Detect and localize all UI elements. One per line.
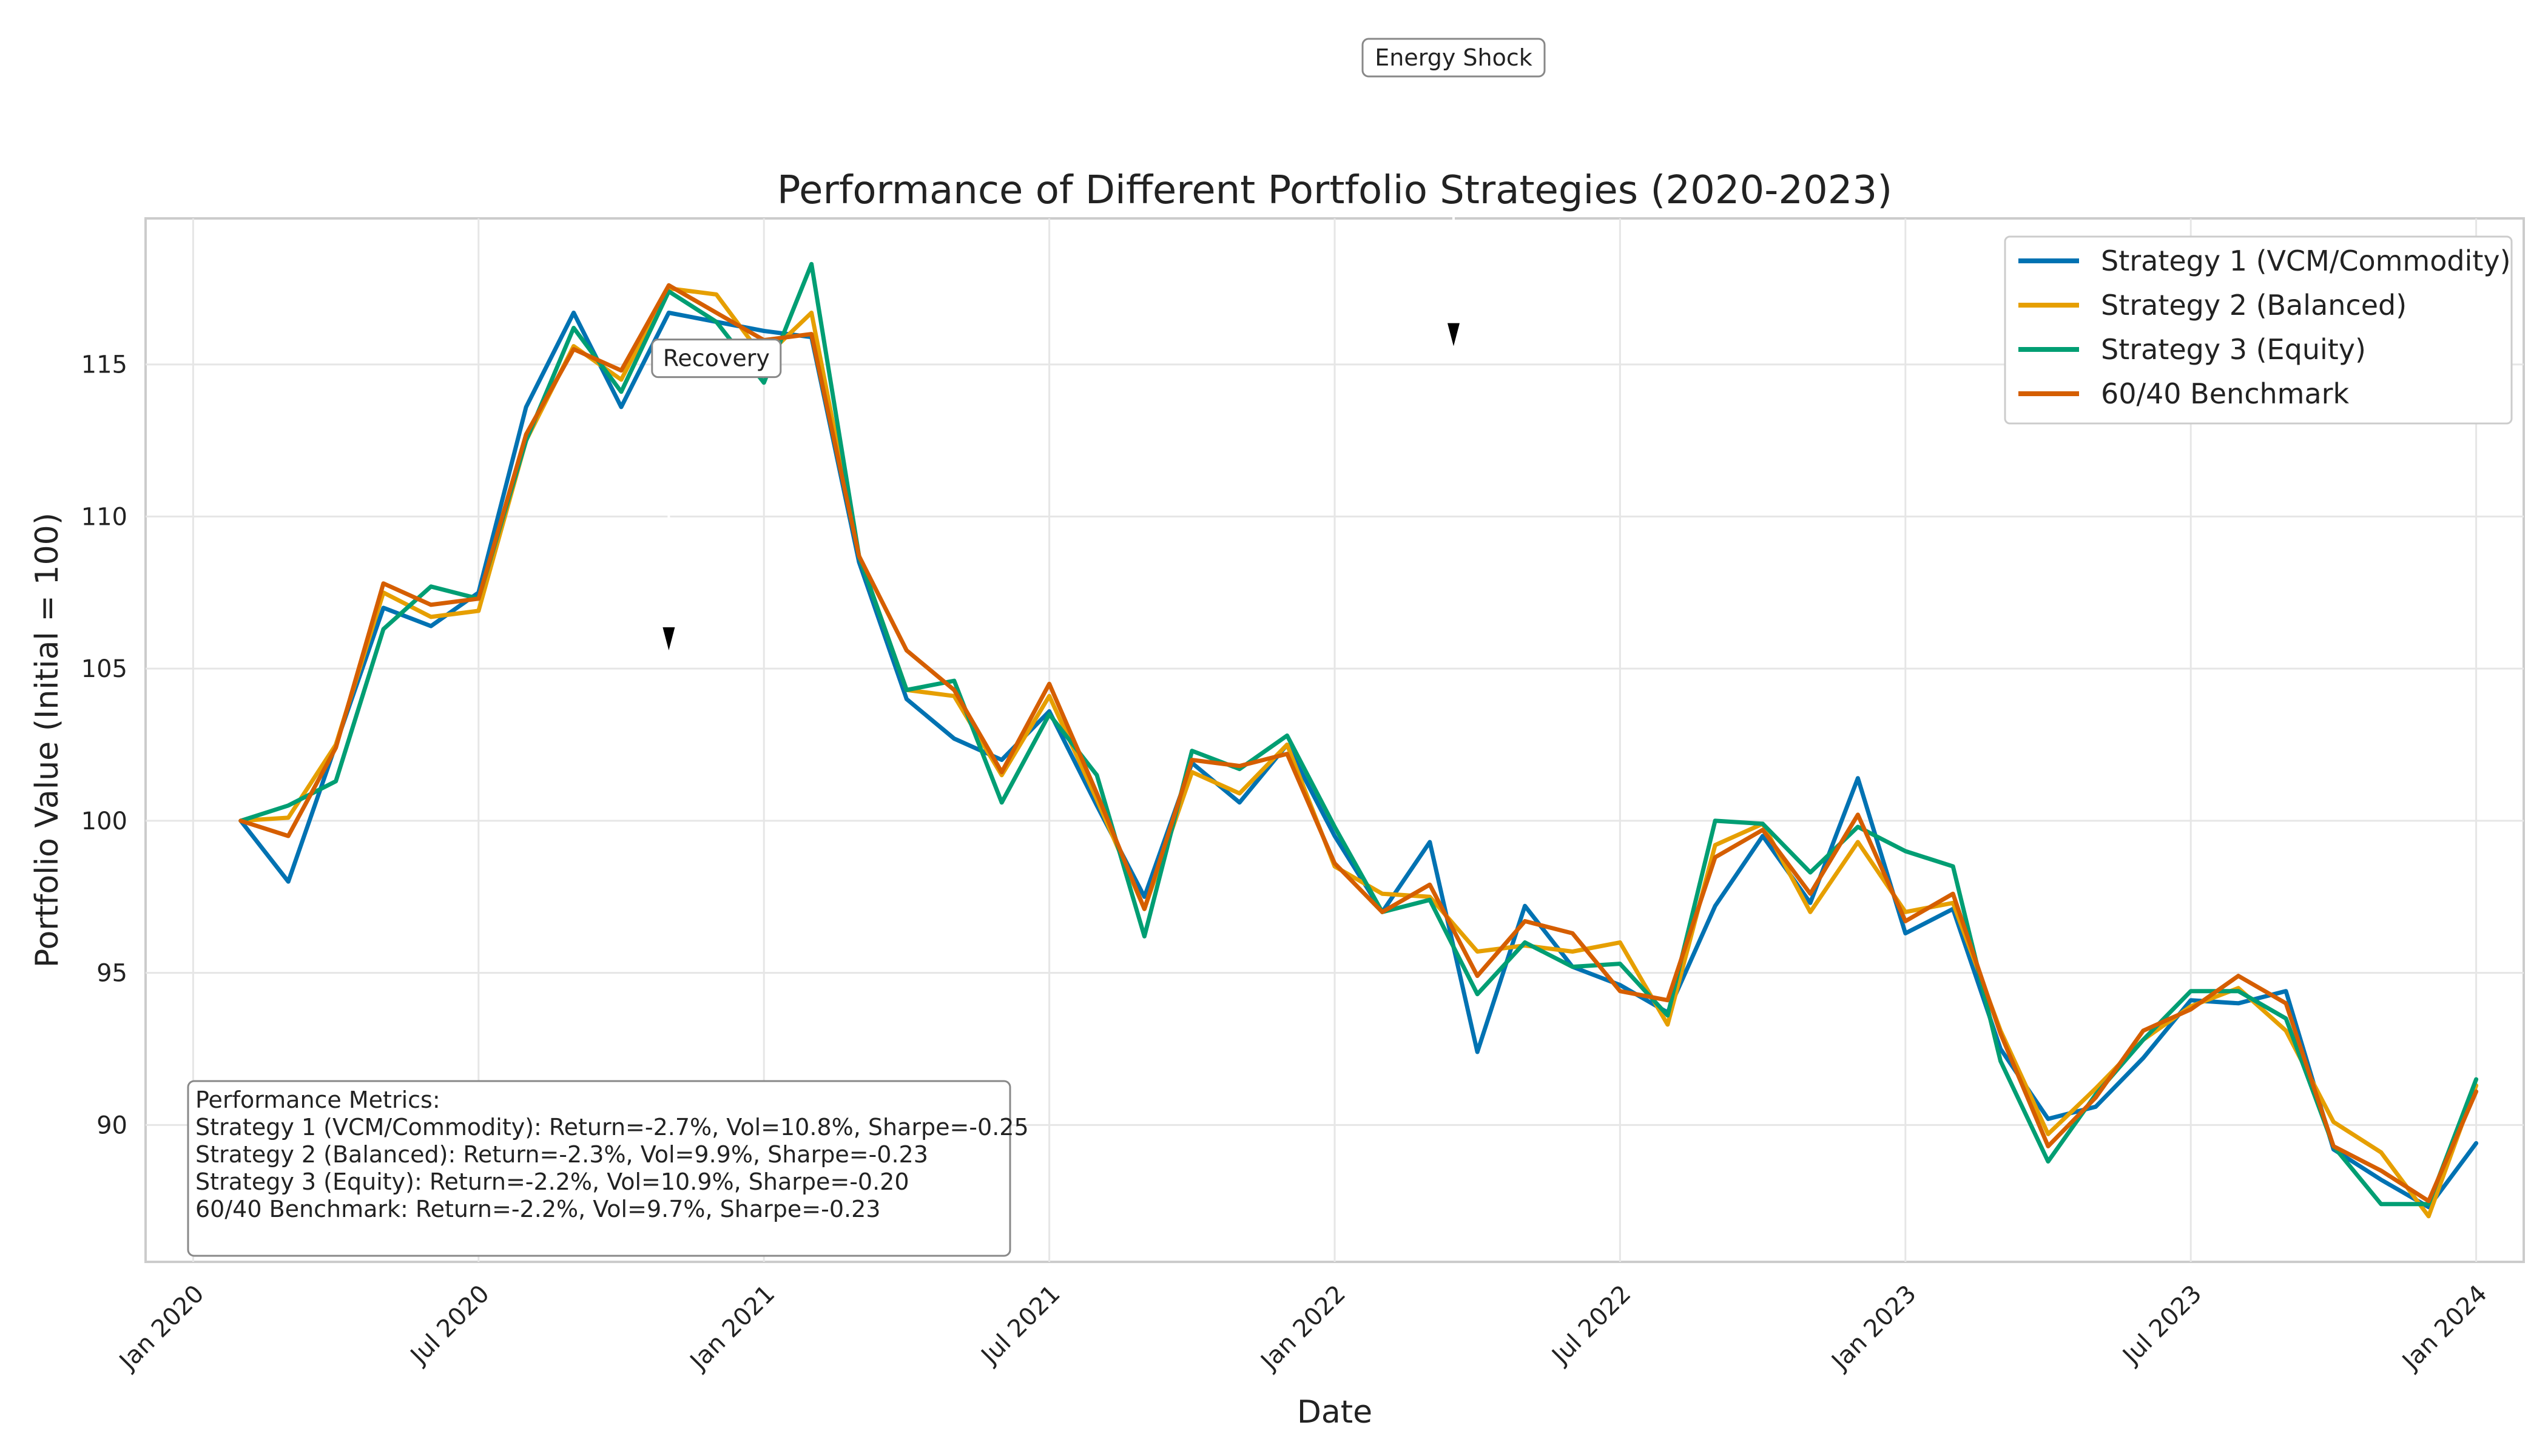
y-axis-ticks: 90 95 100 105 110 115 [81,351,127,1140]
x-tick-label: Jan 2022 [1255,1280,1351,1377]
chart-title: Performance of Different Portfolio Strat… [777,168,1892,213]
x-tick-label: Jul 2022 [1546,1280,1637,1371]
legend-label: Strategy 3 (Equity) [2101,333,2366,366]
x-tick-label: Jul 2021 [975,1280,1066,1371]
legend: Strategy 1 (VCM/Commodity) Strategy 2 (Ba… [2005,237,2512,423]
x-axis-title: Date [1297,1394,1372,1431]
x-tick-label: Jul 2020 [404,1280,495,1371]
y-tick-label: 115 [81,351,127,379]
x-tick-label: Jan 2020 [113,1280,209,1377]
y-tick-label: 105 [81,655,127,683]
metrics-box: Performance Metrics:Strategy 1 (VCM/Comm… [188,1081,1029,1256]
x-tick-label: Jul 2023 [2117,1280,2208,1371]
legend-label: 60/40 Benchmark [2101,377,2350,410]
annotation-label: Recovery [663,345,770,372]
legend-label: Strategy 2 (Balanced) [2101,289,2407,322]
legend-label: Strategy 1 (VCM/Commodity) [2101,244,2511,277]
x-tick-label: Jan 2024 [2396,1280,2492,1377]
metrics-line: 60/40 Benchmark: Return=-2.2%, Vol=9.7%,… [195,1196,880,1222]
annotation-label: Energy Shock [1375,44,1532,71]
x-axis-ticks: Jan 2020 Jul 2020 Jan 2021 Jul 2021 Jan 2022… [113,1280,2492,1377]
x-tick-label: Jan 2021 [684,1280,780,1377]
x-tick-label: Jan 2023 [1825,1280,1922,1377]
metrics-line: Strategy 2 (Balanced): Return=-2.3%, Vol… [195,1141,928,1168]
metrics-heading: Performance Metrics: [195,1087,440,1113]
y-tick-label: 110 [81,503,127,531]
metrics-line: Strategy 3 (Equity): Return=-2.2%, Vol=1… [195,1168,909,1195]
metrics-line: Strategy 1 (VCM/Commodity): Return=-2.7%… [195,1114,1029,1141]
y-tick-label: 90 [96,1111,127,1139]
y-tick-label: 100 [81,807,127,835]
y-axis-title: Portfolio Value (Initial = 100) [29,513,66,968]
y-tick-label: 95 [96,960,127,988]
